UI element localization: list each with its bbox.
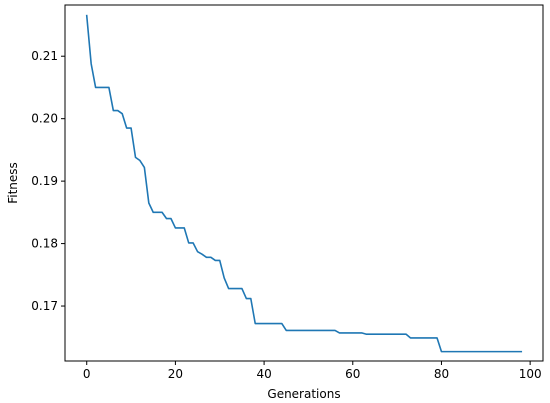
plot-frame xyxy=(64,4,544,362)
x-axis-label: Generations xyxy=(267,387,340,401)
y-tick-label: 0.20 xyxy=(31,112,58,126)
x-tick-label: 20 xyxy=(168,367,183,381)
x-tick-label: 0 xyxy=(83,367,91,381)
y-axis: 0.17 0.18 0.19 0.20 0.21 xyxy=(31,49,65,313)
x-tick-label: 80 xyxy=(434,367,449,381)
y-tick-label: 0.21 xyxy=(31,49,58,63)
plot-layer xyxy=(85,14,523,353)
x-axis: 0 20 40 60 80 100 xyxy=(83,361,542,381)
y-tick-label: 0.18 xyxy=(31,237,58,251)
y-tick-label: 0.19 xyxy=(31,174,58,188)
plot-area xyxy=(65,5,543,361)
y-axis-label: Fitness xyxy=(6,162,20,204)
x-tick-label: 100 xyxy=(519,367,542,381)
fitness-series-line xyxy=(85,14,523,353)
y-tick-label: 0.17 xyxy=(31,299,58,313)
x-tick-label: 40 xyxy=(256,367,271,381)
x-tick-label: 60 xyxy=(345,367,360,381)
